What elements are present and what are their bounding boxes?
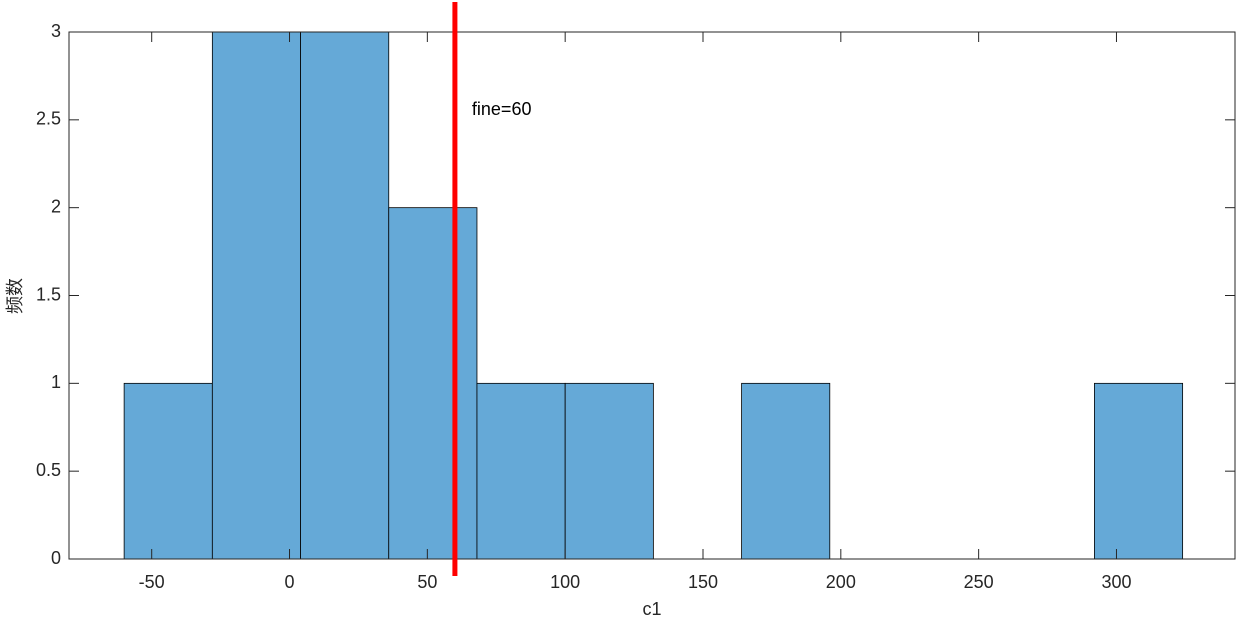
bar <box>1094 382 1184 560</box>
y-axis-label: 频数 <box>5 278 26 314</box>
y-tick-label: 2 <box>51 196 61 216</box>
x-tick-label: 250 <box>964 572 994 592</box>
y-tick-label: 0 <box>51 548 61 568</box>
bar <box>211 31 301 560</box>
x-tick-label: 300 <box>1101 572 1131 592</box>
y-tick-label: 1 <box>51 372 61 392</box>
threshold-label: fine=60 <box>472 99 532 119</box>
bar <box>741 382 831 560</box>
x-tick-label: -50 <box>139 572 165 592</box>
y-tick-label: 3 <box>51 21 61 41</box>
bar <box>564 382 654 560</box>
bar <box>476 382 566 560</box>
bar <box>300 31 390 560</box>
y-tick-label: 0.5 <box>36 460 61 480</box>
bar <box>123 382 213 560</box>
x-axis-label: c1 <box>642 599 661 619</box>
y-tick-label: 2.5 <box>36 109 61 129</box>
bar <box>388 207 478 560</box>
x-tick-label: 150 <box>688 572 718 592</box>
x-tick-label: 0 <box>285 572 295 592</box>
y-tick-label: 1.5 <box>36 284 61 304</box>
x-tick-label: 50 <box>417 572 437 592</box>
x-tick-label: 200 <box>826 572 856 592</box>
x-tick-label: 100 <box>550 572 580 592</box>
